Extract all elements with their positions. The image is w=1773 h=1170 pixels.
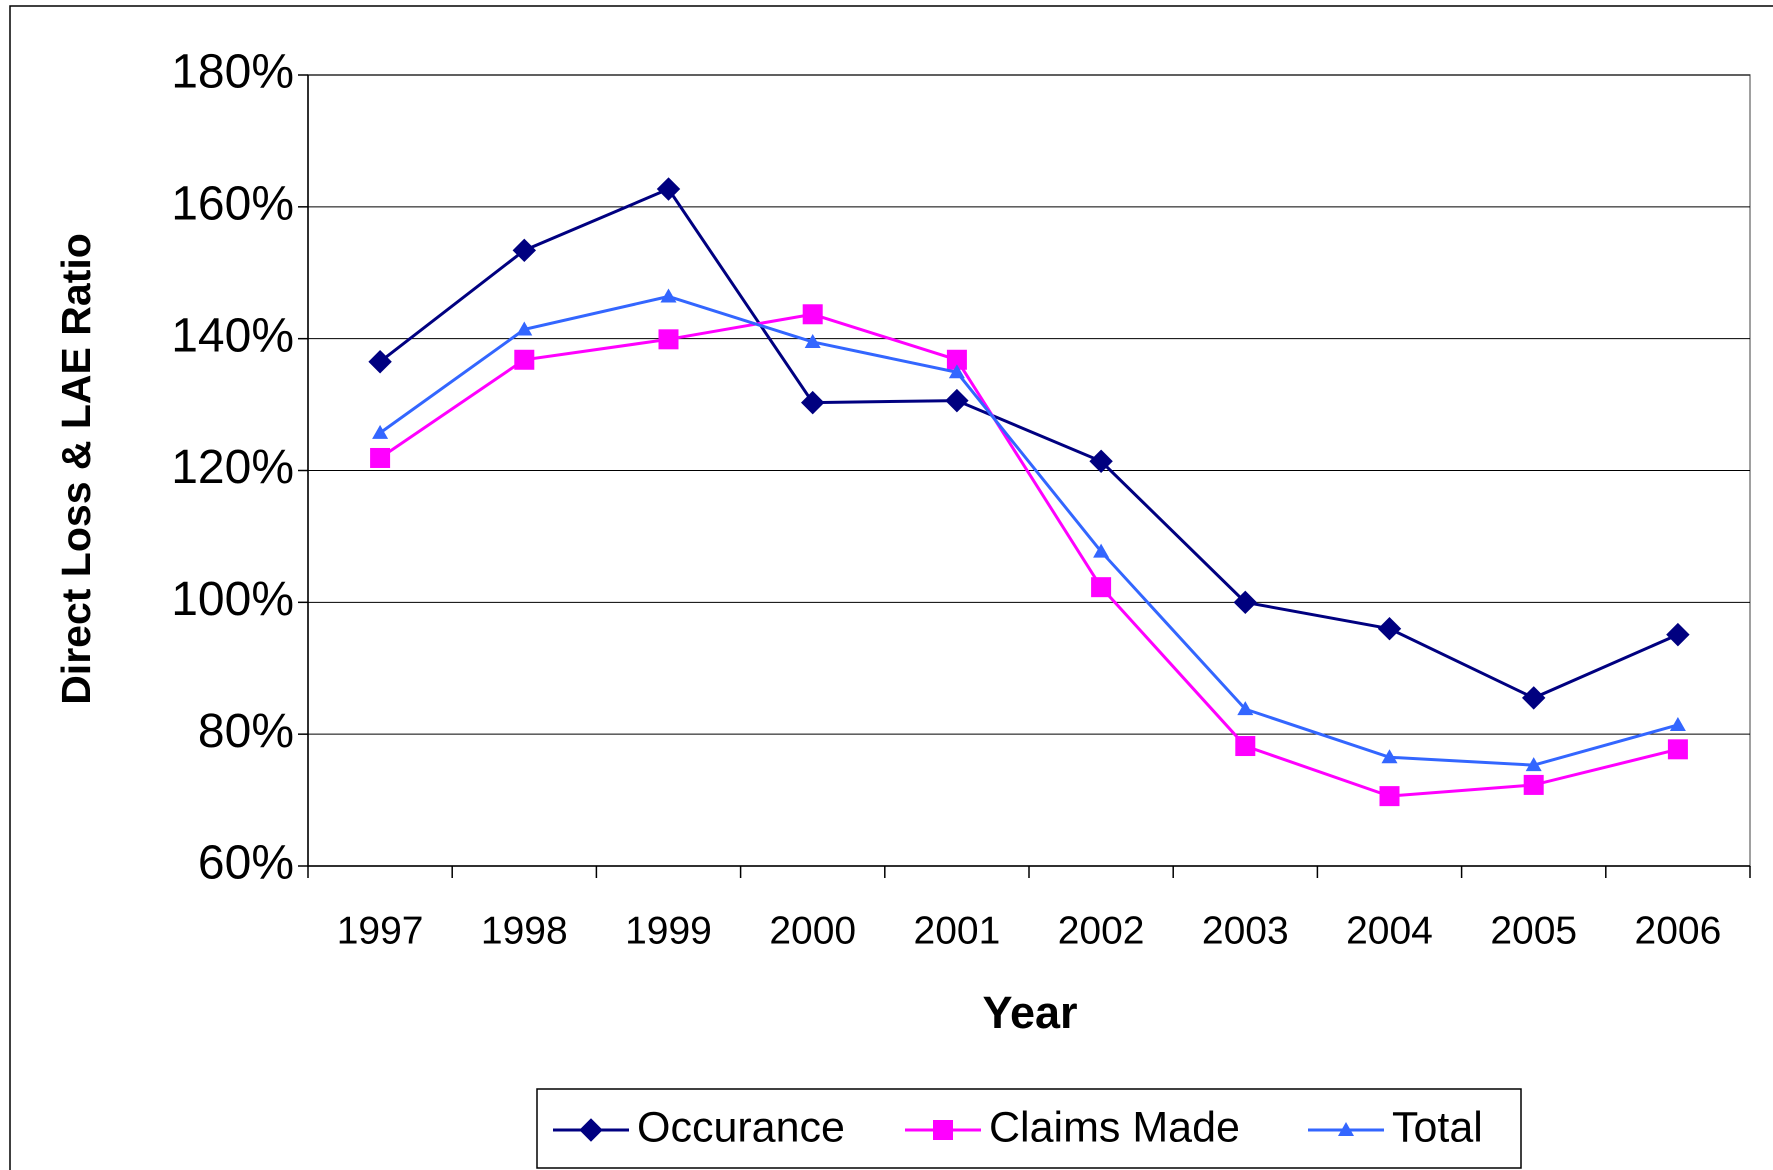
marker [656,177,681,201]
marker [1377,616,1402,641]
marker [945,388,969,413]
marker [804,333,821,348]
marker [1381,749,1398,764]
legend-label: Occurance [637,1103,845,1151]
marker [1666,622,1690,647]
marker [1379,786,1400,807]
marker [1235,736,1256,757]
marker [1233,590,1258,615]
marker [948,364,965,379]
legend-marker [579,1118,603,1142]
marker [368,350,392,374]
marker [802,304,823,325]
marker [1525,757,1542,772]
y-axis-label: Direct Loss & LAE Ratio [53,233,99,705]
x-tick-label: 2004 [1346,909,1433,952]
x-axis-label: Year [982,987,1077,1038]
marker [372,424,389,439]
marker [1093,543,1110,558]
marker [1669,716,1686,731]
legend-marker [933,1120,953,1140]
marker [1089,449,1113,473]
y-tick-label: 160% [171,178,294,231]
marker [516,321,533,336]
series-line [379,187,1679,700]
marker [1667,739,1688,760]
y-tick-label: 60% [198,837,294,890]
marker [1521,686,1546,710]
x-tick-label: 2003 [1202,909,1289,952]
y-tick-label: 180% [171,46,294,99]
legend-label: Claims Made [989,1103,1240,1151]
x-tick-label: 2000 [769,909,856,952]
series-line [379,312,1679,798]
marker [800,390,825,415]
y-tick-label: 140% [171,309,294,362]
x-tick-label: 1998 [481,909,568,952]
x-tick-label: 2006 [1635,909,1722,952]
marker [660,288,677,303]
y-tick-label: 100% [171,573,294,626]
x-tick-label: 2001 [914,909,1001,952]
marker [370,447,391,468]
marker [514,349,535,370]
series-line [379,294,1679,767]
x-tick-label: 2002 [1058,909,1145,952]
x-tick-label: 1997 [337,909,424,952]
marker [946,349,967,370]
legend-marker [1338,1122,1354,1136]
y-tick-label: 120% [171,441,294,494]
marker [1091,577,1112,598]
marker [658,329,679,350]
legend-label: Total [1392,1103,1483,1151]
y-tick-label: 80% [198,705,294,758]
x-tick-label: 2005 [1490,909,1577,952]
marker [512,238,537,263]
x-tick-label: 1999 [625,909,712,952]
marker [1237,701,1254,716]
marker [1523,774,1544,795]
